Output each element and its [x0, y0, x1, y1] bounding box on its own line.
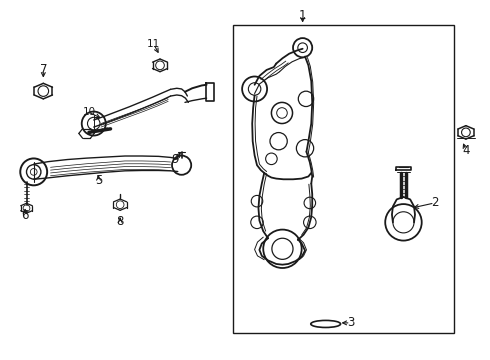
Text: 2: 2	[431, 197, 439, 210]
Text: 7: 7	[40, 63, 47, 76]
Text: 1: 1	[299, 9, 306, 22]
Text: 8: 8	[117, 215, 124, 228]
Bar	[233, 25, 454, 333]
Text: 3: 3	[347, 316, 354, 329]
Text: 4: 4	[462, 144, 469, 157]
Text: 9: 9	[172, 153, 179, 166]
Text: 5: 5	[95, 174, 102, 186]
Text: 10: 10	[82, 107, 96, 117]
Text: 6: 6	[22, 209, 29, 222]
Text: 11: 11	[147, 39, 160, 49]
